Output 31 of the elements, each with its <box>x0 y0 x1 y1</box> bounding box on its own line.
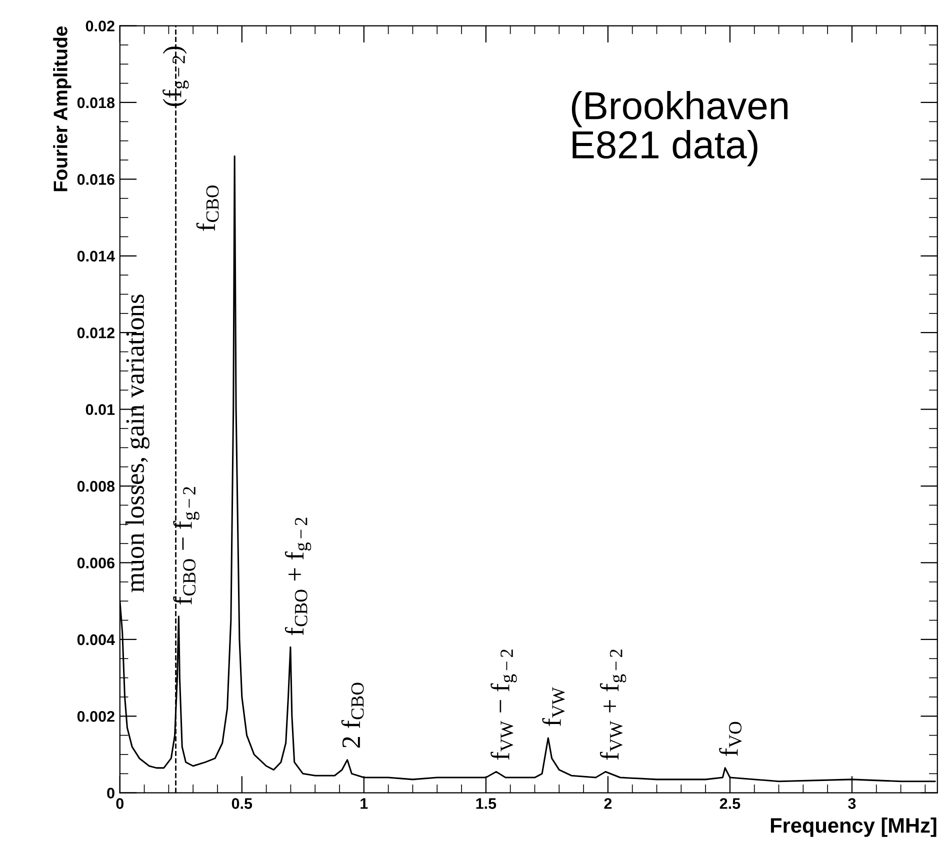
y-tick-label: 0.006 <box>77 558 114 568</box>
y-tick-label: 0.004 <box>77 634 115 646</box>
y-tick-label: 0.008 <box>77 480 115 492</box>
annotation: f$_{VO}$ <box>719 722 742 756</box>
annotation: f$_{VW}$ − f$_{g−2}$ <box>490 650 517 760</box>
x-axis-title: Frequency [MHz] <box>770 818 936 837</box>
annotation: f$_{VW}$ + f$_{g−2}$ <box>600 650 626 760</box>
annotation: (Brookhaven E821 data) <box>572 90 788 166</box>
y-tick-label: 0.01 <box>86 404 115 415</box>
y-tick-label: 0.014 <box>77 250 115 262</box>
x-tick-label: 1 <box>360 798 368 809</box>
annotation: 2 f$_{CBO}$ <box>341 682 364 748</box>
x-tick-label: 2 <box>604 798 612 809</box>
annotation: f$_{CBO}$ − f$_{g−2}$ <box>173 487 200 605</box>
annotation: muon losses, gain variations <box>125 294 150 592</box>
x-tick-label: 3 <box>848 798 856 809</box>
y-axis-title: Fourier Amplitude <box>53 26 72 192</box>
y-tick-label: 0.018 <box>77 97 115 108</box>
y-tick-label: 0 <box>107 788 114 799</box>
x-tick-label: 0.5 <box>232 798 252 809</box>
ref-line-label: (f$_{g−2}$) <box>162 46 189 106</box>
x-tick-label: 1.5 <box>476 798 496 809</box>
annotation: f$_{VW}$ <box>542 687 565 726</box>
x-tick-label: 0 <box>116 798 124 809</box>
annotation: f$_{CBO}$ <box>196 185 219 231</box>
y-tick-label: 0.016 <box>77 174 114 185</box>
annotation: f$_{CBO}$ + f$_{g−2}$ <box>284 518 312 636</box>
y-tick-label: 0.002 <box>77 711 114 722</box>
y-tick-label: 0.02 <box>86 20 114 32</box>
x-tick-label: 2.5 <box>720 798 740 809</box>
y-tick-label: 0.012 <box>77 327 114 338</box>
